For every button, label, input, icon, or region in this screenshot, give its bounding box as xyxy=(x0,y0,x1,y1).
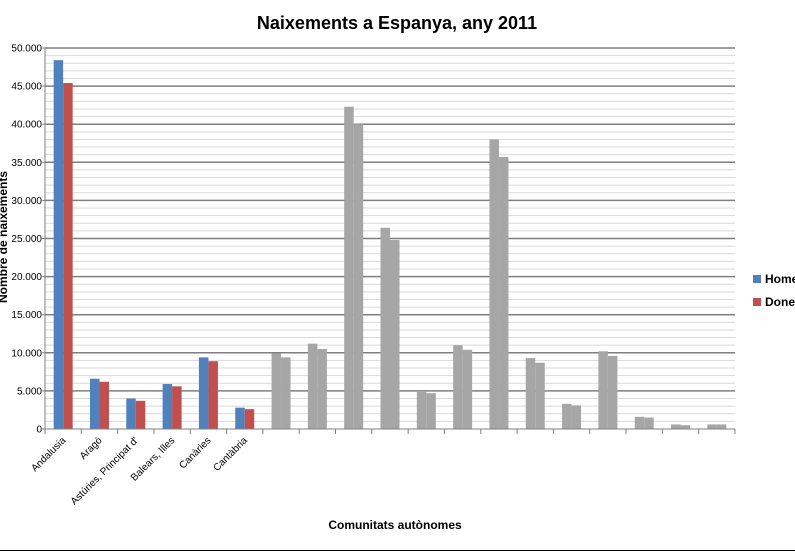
x-tick-label: Canàries xyxy=(177,435,213,471)
y-tick-label: 25.000 xyxy=(11,234,42,245)
y-tick-labels: 0 5.000 10.000 15.000 20.000 25.000 30.000 35.0… xyxy=(11,44,42,436)
y-tick-label: 40.000 xyxy=(11,120,42,131)
bar-dones-7 xyxy=(317,348,327,429)
x-tick-label: Aragó xyxy=(78,435,105,462)
bars xyxy=(53,60,727,429)
x-tick-label: Cantàbria xyxy=(211,435,250,474)
y-axis-title: Nombre de naixements xyxy=(0,171,10,303)
bar-homes-12 xyxy=(489,139,499,429)
x-tick-label: Astúries, Principat d' xyxy=(69,435,141,507)
bar-homes-9 xyxy=(380,227,390,429)
bar-dones-16 xyxy=(644,417,654,429)
bar-dones-2 xyxy=(135,400,146,429)
bar-homes-14 xyxy=(562,403,572,429)
bar-homes-6 xyxy=(271,353,282,429)
legend: Homes Dones xyxy=(753,272,795,309)
bar-dones-18 xyxy=(716,424,727,429)
y-tick-label: 35.000 xyxy=(11,158,42,169)
bar-dones-9 xyxy=(390,240,400,429)
y-tick-label: 45.000 xyxy=(11,82,42,93)
bar-dones-0 xyxy=(63,83,73,429)
bar-dones-10 xyxy=(426,393,436,429)
bar-dones-17 xyxy=(680,425,691,429)
bar-homes-4 xyxy=(198,357,209,429)
bar-homes-15 xyxy=(598,351,608,429)
bar-homes-3 xyxy=(162,384,173,429)
bar-homes-16 xyxy=(634,416,645,429)
bar-dones-13 xyxy=(535,362,545,429)
y-tick-label: 15.000 xyxy=(11,310,42,321)
bar-dones-1 xyxy=(99,381,109,429)
y-tick-label: 5.000 xyxy=(17,386,42,397)
bar-dones-12 xyxy=(498,156,509,429)
chart-title: Naixements a Espanya, any 2011 xyxy=(257,13,537,33)
y-tick-label: 0 xyxy=(36,425,42,436)
bar-homes-10 xyxy=(416,390,427,429)
bar-dones-5 xyxy=(244,409,255,429)
bar-dones-8 xyxy=(353,124,364,429)
x-tick-label: Andalusia xyxy=(29,435,68,474)
axes xyxy=(41,47,736,434)
bar-dones-11 xyxy=(462,349,473,429)
legend-label-homes: Homes xyxy=(765,272,795,286)
y-tick-label: 50.000 xyxy=(11,44,42,55)
bar-homes-18 xyxy=(707,424,717,429)
y-tick-label: 30.000 xyxy=(11,196,42,207)
bar-dones-15 xyxy=(607,355,618,429)
legend-swatch-homes xyxy=(753,275,761,283)
y-tick-label: 20.000 xyxy=(11,272,42,283)
bar-homes-2 xyxy=(126,398,136,429)
bar-homes-8 xyxy=(344,106,354,429)
bar-dones-6 xyxy=(281,357,291,429)
y-tick-label: 10.000 xyxy=(11,348,42,359)
bar-dones-4 xyxy=(208,361,218,429)
legend-label-dones: Dones xyxy=(765,295,795,309)
bar-homes-17 xyxy=(671,424,681,429)
x-axis-title: Comunitats autònomes xyxy=(328,518,462,532)
bar-homes-7 xyxy=(307,343,318,429)
bar-dones-14 xyxy=(571,405,582,429)
bar-dones-3 xyxy=(172,386,182,429)
bar-homes-13 xyxy=(525,358,536,429)
bar-homes-1 xyxy=(89,378,100,429)
bar-homes-0 xyxy=(53,60,64,429)
legend-swatch-dones xyxy=(753,298,761,306)
bar-homes-5 xyxy=(235,407,245,429)
bar-homes-11 xyxy=(453,345,463,429)
